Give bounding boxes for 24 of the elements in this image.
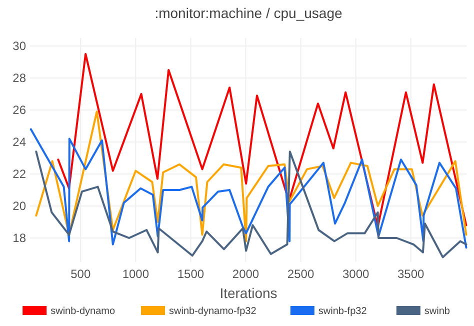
- y-tick-label: 26: [12, 103, 26, 117]
- y-tick-label: 22: [12, 167, 26, 181]
- y-tick-label: 30: [12, 39, 26, 53]
- x-tick-label: 500: [70, 267, 91, 281]
- line-series: [35, 110, 468, 242]
- legend-label: swinb-fp32: [318, 306, 368, 317]
- x-tick-label: 2000: [232, 267, 260, 281]
- x-tick-label: 3000: [342, 267, 370, 281]
- line-series: [30, 128, 468, 249]
- y-tick-label: 24: [12, 135, 26, 149]
- line-series: [57, 53, 468, 228]
- line-series: [35, 150, 468, 258]
- x-axis-title: Iterations: [220, 285, 278, 301]
- legend-label: swinb: [424, 306, 450, 317]
- x-tick-label: 1500: [177, 267, 204, 281]
- legend-label: swinb-dynamo-fp32: [169, 306, 257, 317]
- x-tick-label: 1000: [122, 267, 150, 281]
- y-tick-label: 18: [12, 231, 26, 245]
- y-tick-label: 28: [12, 71, 26, 85]
- x-tick-label: 3500: [398, 267, 425, 281]
- legend-label: swinb-dynamo: [50, 306, 116, 317]
- y-tick-label: 20: [12, 199, 26, 213]
- x-tick-label: 2500: [287, 267, 314, 281]
- chart-title: :monitor:machine / cpu_usage: [154, 5, 342, 21]
